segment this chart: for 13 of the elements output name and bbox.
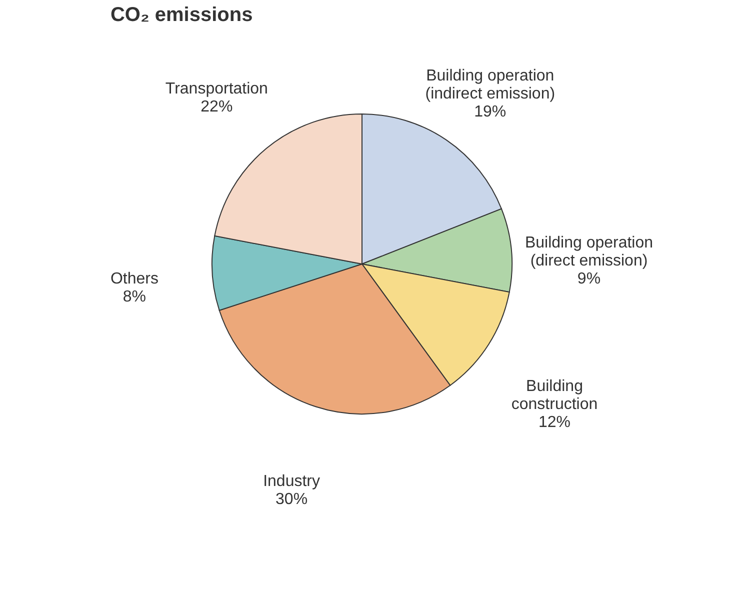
data-label: 12% bbox=[538, 414, 571, 432]
slice-label: Building operation (indirect emission) bbox=[425, 67, 556, 102]
data-label: 9% bbox=[577, 270, 601, 288]
slice-label: Transportation bbox=[165, 80, 268, 98]
data-label: 22% bbox=[200, 98, 233, 116]
data-label: 30% bbox=[276, 490, 308, 508]
chart-title: CO₂ emissions bbox=[110, 4, 253, 26]
slice-label: Others bbox=[110, 270, 158, 288]
data-label: 19% bbox=[474, 103, 506, 120]
data-label: 8% bbox=[122, 288, 146, 306]
slice-label: Building operation (direct emission) bbox=[524, 234, 654, 270]
slice-label: Industry bbox=[263, 472, 320, 490]
slice-label: Building construction bbox=[511, 378, 598, 414]
